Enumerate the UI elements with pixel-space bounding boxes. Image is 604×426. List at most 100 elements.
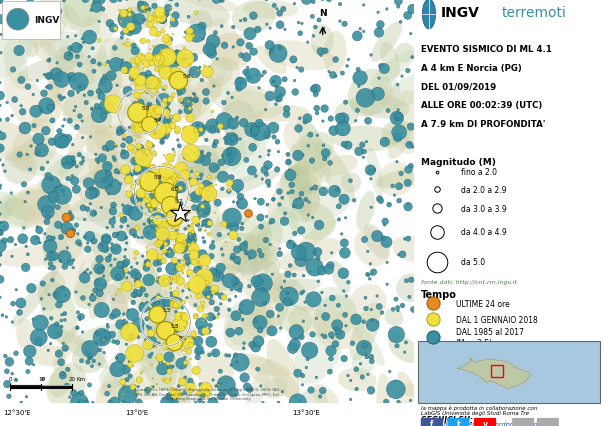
Point — [345, 178, 355, 184]
Point — [143, 299, 152, 306]
Point — [351, 316, 361, 323]
Point — [297, 334, 306, 341]
Point — [275, 189, 284, 196]
Point — [188, 154, 198, 161]
Ellipse shape — [126, 218, 189, 236]
Point — [111, 246, 121, 253]
Ellipse shape — [47, 60, 91, 123]
Point — [256, 199, 266, 206]
Point — [256, 383, 266, 389]
Point — [89, 1, 98, 8]
Point — [137, 235, 147, 242]
Point — [310, 264, 320, 271]
Point — [359, 3, 368, 9]
Point — [170, 211, 179, 218]
Point — [201, 386, 211, 392]
Point — [121, 235, 131, 242]
Point — [172, 129, 182, 136]
Point — [363, 271, 373, 278]
Point — [192, 31, 202, 37]
Point — [370, 167, 379, 174]
Point — [179, 210, 188, 217]
Point — [187, 238, 197, 245]
Point — [177, 335, 187, 342]
Ellipse shape — [382, 70, 441, 110]
Point — [0, 262, 5, 269]
Point — [275, 45, 284, 52]
Point — [7, 370, 17, 377]
Point — [143, 196, 152, 203]
Point — [187, 150, 196, 157]
Point — [126, 145, 136, 152]
Ellipse shape — [288, 306, 330, 337]
Ellipse shape — [163, 207, 211, 221]
Point — [256, 224, 266, 230]
Point — [159, 86, 169, 93]
Point — [130, 138, 140, 144]
Point — [110, 256, 120, 263]
Point — [191, 302, 201, 309]
Point — [178, 315, 187, 322]
Point — [62, 225, 72, 232]
Ellipse shape — [82, 63, 123, 101]
Point — [208, 109, 217, 115]
Point — [339, 270, 349, 277]
Point — [179, 375, 189, 382]
Point — [158, 185, 168, 192]
Point — [77, 390, 86, 397]
Point — [351, 118, 361, 125]
Ellipse shape — [18, 33, 39, 58]
Point — [218, 252, 228, 259]
Point — [94, 89, 104, 95]
Point — [199, 257, 208, 264]
Point — [52, 185, 62, 192]
Point — [295, 115, 304, 122]
Point — [223, 225, 233, 231]
Point — [156, 104, 165, 111]
Point — [155, 237, 164, 244]
Point — [162, 58, 172, 65]
Point — [224, 222, 234, 229]
Point — [159, 67, 169, 74]
Point — [213, 272, 223, 279]
Point — [59, 0, 69, 5]
Point — [285, 262, 295, 269]
Point — [120, 317, 129, 324]
Point — [63, 245, 72, 252]
Point — [276, 325, 286, 332]
Point — [147, 141, 156, 148]
Point — [286, 242, 295, 248]
Point — [133, 334, 143, 341]
Point — [224, 153, 234, 160]
Ellipse shape — [174, 0, 239, 12]
Point — [56, 359, 66, 366]
Point — [158, 328, 168, 335]
Point — [309, 296, 318, 303]
Ellipse shape — [150, 296, 183, 316]
Point — [208, 39, 218, 46]
Point — [157, 67, 167, 74]
Ellipse shape — [0, 204, 12, 224]
Point — [168, 17, 178, 24]
Point — [66, 75, 76, 81]
Point — [355, 26, 365, 33]
Ellipse shape — [367, 148, 383, 197]
Text: Tempo: Tempo — [422, 290, 457, 299]
Point — [159, 153, 169, 159]
Point — [172, 285, 182, 291]
Point — [0, 199, 5, 206]
Point — [18, 236, 28, 242]
Point — [65, 259, 75, 266]
Ellipse shape — [267, 207, 298, 244]
Ellipse shape — [222, 86, 269, 124]
Point — [36, 342, 45, 348]
Point — [141, 88, 150, 95]
Point — [203, 69, 213, 76]
Ellipse shape — [141, 53, 174, 83]
Point — [160, 238, 170, 245]
Point — [358, 374, 367, 380]
Point — [394, 198, 404, 204]
Point — [72, 124, 82, 131]
Point — [155, 98, 164, 105]
Point — [172, 246, 181, 253]
